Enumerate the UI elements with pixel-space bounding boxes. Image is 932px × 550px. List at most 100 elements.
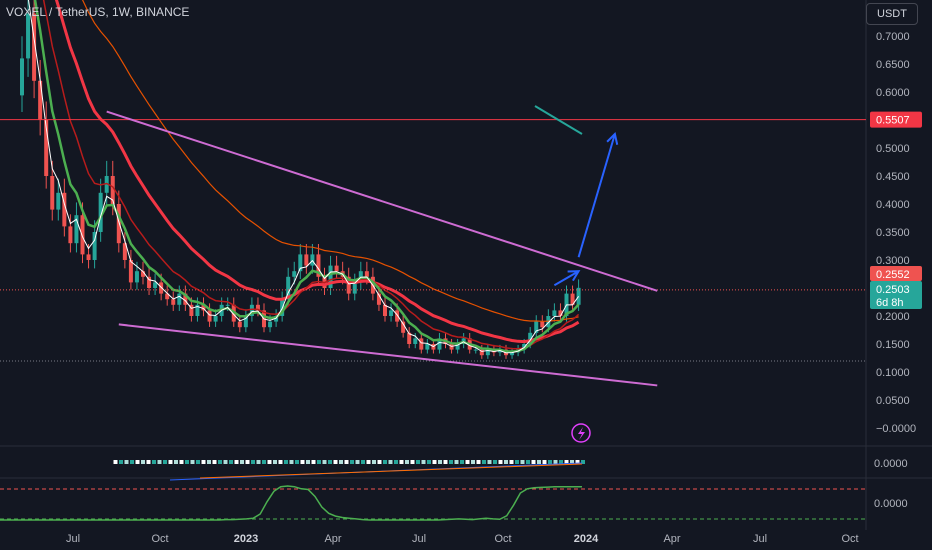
candle-body — [298, 254, 303, 272]
drawings[interactable] — [0, 105, 866, 443]
price-tick-label: 0.1000 — [876, 367, 910, 379]
candle-body — [128, 260, 133, 283]
candle-body — [213, 316, 218, 322]
volume-bar — [295, 460, 299, 464]
price-axis[interactable]: 0.70000.65000.60000.55000.50000.45000.40… — [874, 31, 916, 510]
volume-bar — [493, 460, 497, 464]
candle-body — [328, 265, 333, 288]
signal-line — [199, 463, 583, 479]
candle-body — [68, 226, 73, 244]
volume-bar — [520, 460, 525, 464]
resistance-price-tag-text: 0.5507 — [876, 115, 910, 127]
volume-bar — [190, 460, 195, 464]
volume-bar — [130, 460, 134, 464]
candle-body — [255, 304, 260, 311]
time-axis[interactable]: Jul Oct 2023 Apr Jul Oct 2024 Apr Jul Oct — [66, 533, 859, 545]
volume-bar — [476, 460, 481, 464]
volume-bar — [284, 460, 288, 464]
candle-body — [116, 204, 121, 244]
projection-arrow — [553, 270, 580, 287]
volume-bar — [515, 460, 519, 464]
moving-averages — [28, 0, 580, 354]
volume-bar — [207, 460, 211, 464]
volume-bar — [570, 460, 574, 464]
candle-body — [364, 271, 369, 277]
candle-body — [86, 254, 91, 260]
volume-bar — [245, 460, 250, 464]
volume-bar — [405, 460, 409, 464]
last-price-tag — [870, 281, 922, 309]
volume-bar — [289, 460, 294, 464]
price-tick-label: 0.3000 — [876, 255, 910, 267]
volume-bar — [141, 460, 145, 464]
volume-bar — [113, 460, 118, 464]
projection-arrow — [577, 133, 616, 258]
ema-100-line — [54, 0, 580, 344]
oscillator-line — [0, 485, 582, 521]
panes — [0, 0, 932, 530]
time-tick-label: 2024 — [574, 533, 599, 545]
last-price-tag-text: 6d 8h — [876, 297, 904, 309]
volume-bar — [498, 460, 503, 464]
volume-bar — [421, 460, 426, 464]
candle-body — [177, 293, 182, 305]
volume-bar — [157, 460, 162, 464]
volume-bar — [317, 460, 321, 464]
volume-bar — [311, 460, 316, 464]
candle-body — [407, 332, 412, 344]
volume-bar — [146, 460, 151, 464]
candle-body — [183, 293, 188, 305]
volume-bar — [471, 460, 475, 464]
candle-body — [201, 304, 206, 311]
volume-bar — [449, 460, 453, 464]
candle-body — [74, 215, 79, 244]
symbol-title[interactable]: VOXEL / TetherUS, 1W, BINANCE — [6, 5, 190, 19]
candle-body — [225, 304, 230, 306]
volume-bar — [394, 460, 398, 464]
volume-bar — [542, 460, 547, 464]
volume-bar — [256, 460, 261, 464]
lightning-icon — [571, 423, 591, 443]
candle-body — [32, 13, 37, 81]
volume-bar — [124, 460, 129, 464]
volume-bar — [361, 460, 365, 464]
volume-bar — [432, 460, 437, 464]
volume-bar — [366, 460, 371, 464]
candle-body — [425, 344, 430, 350]
volume-bar — [377, 460, 382, 464]
volume-bar — [388, 460, 393, 464]
oscillator-panel — [0, 485, 866, 521]
candle-body — [334, 265, 339, 272]
price-tick-label: 0.7000 — [876, 31, 910, 43]
candle-body — [98, 192, 103, 232]
volume-bar — [339, 460, 343, 464]
volume-bar — [119, 460, 123, 464]
candle-body — [153, 282, 158, 288]
annotation-line — [534, 105, 583, 135]
price-tick-label: 0.2000 — [876, 311, 910, 323]
candle-body — [316, 254, 321, 277]
candle-body — [274, 316, 279, 322]
volume-bar — [168, 460, 173, 464]
volume-bar — [548, 460, 552, 464]
volume-bar — [179, 460, 184, 464]
candle-body — [237, 321, 242, 328]
volume-bar — [575, 460, 580, 464]
volume-bar — [267, 460, 272, 464]
candle-body — [50, 176, 55, 210]
candle-body — [110, 176, 115, 204]
sma-10-line — [28, 0, 580, 354]
candle-body — [249, 304, 254, 316]
oscillator-tick-label: 0.0000 — [874, 498, 908, 510]
volume-bar — [152, 460, 156, 464]
candle-body — [389, 310, 394, 316]
candle-body — [122, 243, 127, 260]
price-tick-label: 0.3500 — [876, 227, 910, 239]
candle-body — [38, 80, 43, 120]
currency-button[interactable]: USDT — [866, 3, 918, 25]
time-tick-label: Oct — [151, 533, 168, 545]
candle-body — [243, 316, 248, 328]
price-tick-label: 0.6500 — [876, 59, 910, 71]
